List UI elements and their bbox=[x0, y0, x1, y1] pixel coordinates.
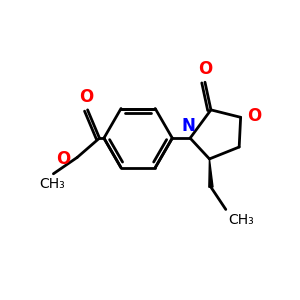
Text: O: O bbox=[56, 150, 70, 168]
Text: CH₃: CH₃ bbox=[39, 177, 65, 191]
Text: O: O bbox=[198, 60, 212, 78]
Text: CH₃: CH₃ bbox=[228, 213, 254, 227]
Text: O: O bbox=[79, 88, 93, 106]
Polygon shape bbox=[209, 159, 213, 187]
Text: N: N bbox=[182, 116, 196, 134]
Text: O: O bbox=[247, 107, 261, 125]
